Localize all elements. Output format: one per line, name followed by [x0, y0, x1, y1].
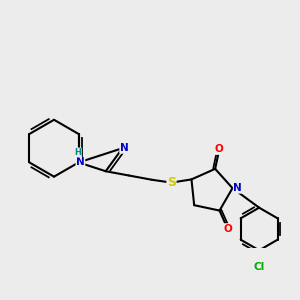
Text: N: N	[120, 143, 129, 153]
Text: Cl: Cl	[254, 262, 265, 272]
Text: O: O	[223, 224, 232, 234]
Text: S: S	[167, 176, 176, 189]
Text: N: N	[76, 158, 85, 167]
Text: O: O	[215, 144, 224, 154]
Text: N: N	[233, 183, 242, 193]
Text: H: H	[74, 148, 81, 157]
